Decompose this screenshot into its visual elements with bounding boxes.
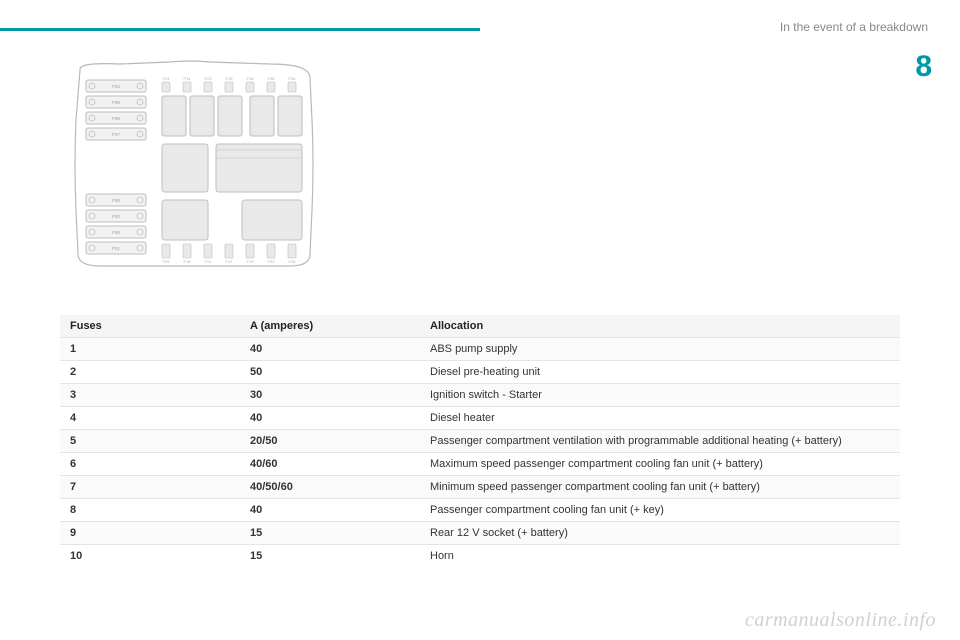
- table-row: 840Passenger compartment cooling fan uni…: [60, 499, 900, 522]
- svg-text:F24: F24: [163, 76, 171, 81]
- section-title: In the event of a breakdown: [780, 20, 928, 34]
- col-header-allocation: Allocation: [420, 315, 900, 338]
- svg-text:F17: F17: [226, 259, 234, 264]
- svg-text:F21: F21: [205, 259, 213, 264]
- svg-text:F02: F02: [112, 214, 120, 219]
- svg-text:F09: F09: [112, 100, 120, 105]
- cell-amperes: 15: [240, 522, 420, 545]
- cell-fuse: 3: [60, 384, 240, 407]
- table-header-row: Fuses A (amperes) Allocation: [60, 315, 900, 338]
- cell-fuse: 8: [60, 499, 240, 522]
- table-row: 250Diesel pre-heating unit: [60, 361, 900, 384]
- col-header-fuses: Fuses: [60, 315, 240, 338]
- cell-amperes: 15: [240, 545, 420, 568]
- table-row: 330Ignition switch - Starter: [60, 384, 900, 407]
- svg-text:F03: F03: [112, 84, 120, 89]
- cell-allocation: Passenger compartment ventilation with p…: [420, 430, 900, 453]
- svg-text:F29: F29: [163, 259, 171, 264]
- cell-allocation: Passenger compartment cooling fan unit (…: [420, 499, 900, 522]
- svg-text:F06: F06: [112, 116, 120, 121]
- cell-allocation: Diesel heater: [420, 407, 900, 430]
- header-accent-line: [0, 28, 480, 31]
- cell-allocation: Maximum speed passenger compartment cool…: [420, 453, 900, 476]
- cell-amperes: 40: [240, 499, 420, 522]
- svg-text:F08: F08: [268, 76, 276, 81]
- svg-text:F23: F23: [205, 76, 213, 81]
- table-row: 640/60Maximum speed passenger compartmen…: [60, 453, 900, 476]
- cell-fuse: 4: [60, 407, 240, 430]
- svg-text:F14: F14: [184, 76, 192, 81]
- cell-amperes: 40: [240, 338, 420, 361]
- table-row: 520/50Passenger compartment ventilation …: [60, 430, 900, 453]
- svg-text:F13: F13: [247, 259, 255, 264]
- cell-allocation: Rear 12 V socket (+ battery): [420, 522, 900, 545]
- table-row: 915Rear 12 V socket (+ battery): [60, 522, 900, 545]
- cell-allocation: ABS pump supply: [420, 338, 900, 361]
- cell-amperes: 40/50/60: [240, 476, 420, 499]
- col-header-amperes: A (amperes): [240, 315, 420, 338]
- cell-amperes: 50: [240, 361, 420, 384]
- svg-text:F30: F30: [289, 76, 297, 81]
- cell-allocation: Ignition switch - Starter: [420, 384, 900, 407]
- fuse-table: Fuses A (amperes) Allocation 140ABS pump…: [60, 315, 900, 567]
- svg-text:F01: F01: [112, 246, 120, 251]
- svg-text:F04: F04: [112, 230, 120, 235]
- cell-amperes: 40/60: [240, 453, 420, 476]
- fuse-box-diagram: F03 F09 F06 F07 F05 F02 F04 F01 F24 F14 F23 F15 F1…: [60, 60, 320, 270]
- cell-allocation: Horn: [420, 545, 900, 568]
- table-row: 1015Horn: [60, 545, 900, 568]
- cell-fuse: 7: [60, 476, 240, 499]
- cell-fuse: 9: [60, 522, 240, 545]
- cell-amperes: 40: [240, 407, 420, 430]
- cell-allocation: Minimum speed passenger compartment cool…: [420, 476, 900, 499]
- svg-text:F15: F15: [226, 76, 234, 81]
- watermark-text: carmanualsonline.info: [745, 609, 936, 632]
- chapter-number: 8: [915, 50, 932, 84]
- svg-text:F05: F05: [112, 198, 120, 203]
- cell-fuse: 10: [60, 545, 240, 568]
- table-row: 740/50/60Minimum speed passenger compart…: [60, 476, 900, 499]
- table-row: 140ABS pump supply: [60, 338, 900, 361]
- cell-amperes: 20/50: [240, 430, 420, 453]
- svg-text:F18: F18: [184, 259, 192, 264]
- cell-fuse: 5: [60, 430, 240, 453]
- cell-amperes: 30: [240, 384, 420, 407]
- cell-fuse: 2: [60, 361, 240, 384]
- table-row: 440Diesel heater: [60, 407, 900, 430]
- svg-text:F22: F22: [268, 259, 276, 264]
- cell-allocation: Diesel pre-heating unit: [420, 361, 900, 384]
- svg-text:F16: F16: [247, 76, 255, 81]
- svg-text:F07: F07: [112, 132, 120, 137]
- cell-fuse: 6: [60, 453, 240, 476]
- svg-text:F28: F28: [289, 259, 297, 264]
- cell-fuse: 1: [60, 338, 240, 361]
